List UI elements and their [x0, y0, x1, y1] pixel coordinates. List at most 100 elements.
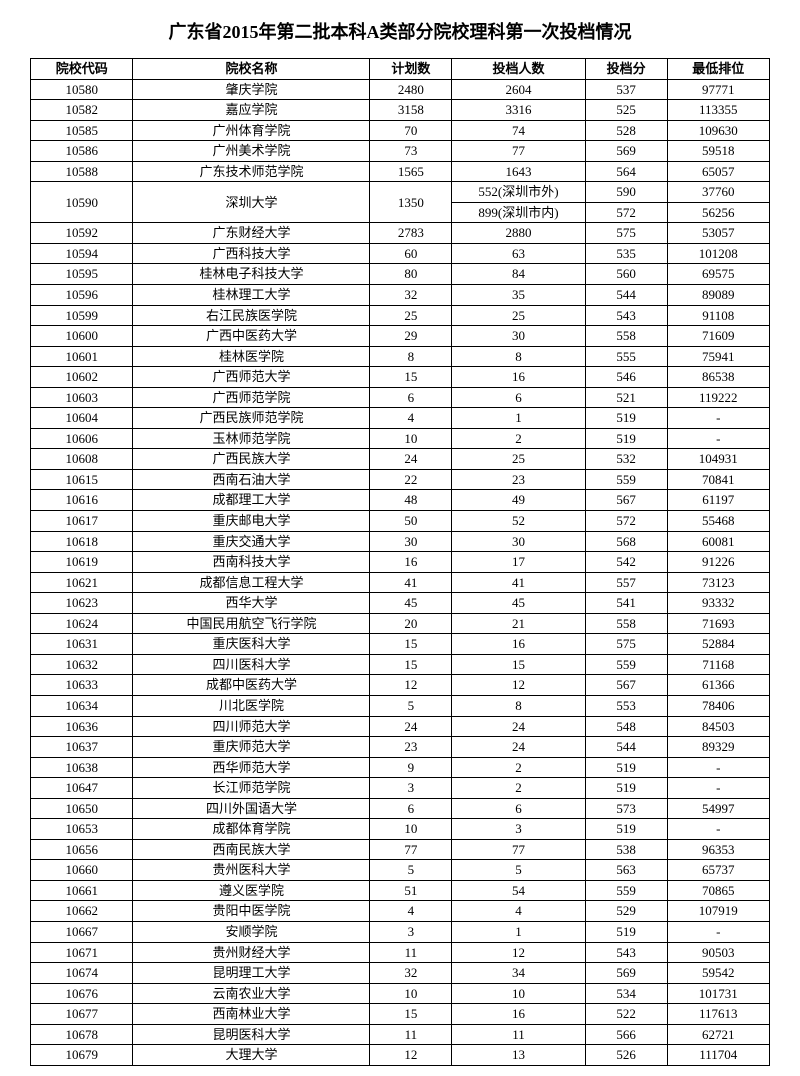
cell-score: 522: [585, 1004, 667, 1025]
cell-code: 10671: [31, 942, 133, 963]
cell-rank: 65057: [667, 161, 769, 182]
cell-code: 10679: [31, 1045, 133, 1066]
table-row: 10595桂林电子科技大学808456069575: [31, 264, 770, 285]
cell-code: 10678: [31, 1024, 133, 1045]
cell-cast: 77: [452, 839, 586, 860]
cell-plan: 20: [370, 613, 452, 634]
cell-plan: 77: [370, 839, 452, 860]
cell-code: 10599: [31, 305, 133, 326]
cell-cast: 899(深圳市内): [452, 202, 586, 223]
cell-name: 四川外国语大学: [133, 798, 370, 819]
cell-cast: 16: [452, 367, 586, 388]
cell-score: 543: [585, 305, 667, 326]
cell-name: 重庆师范大学: [133, 737, 370, 758]
cell-plan: 10: [370, 983, 452, 1004]
table-row: 10634川北医学院5855378406: [31, 695, 770, 716]
cell-code: 10676: [31, 983, 133, 1004]
cell-score: 546: [585, 367, 667, 388]
cell-plan: 15: [370, 367, 452, 388]
cell-code: 10636: [31, 716, 133, 737]
cell-cast: 84: [452, 264, 586, 285]
cell-name: 广西民族师范学院: [133, 408, 370, 429]
cell-name: 西南科技大学: [133, 552, 370, 573]
cell-plan: 51: [370, 880, 452, 901]
cell-name: 重庆交通大学: [133, 531, 370, 552]
cell-score: 557: [585, 572, 667, 593]
cell-rank: 62721: [667, 1024, 769, 1045]
table-row: 10590深圳大学1350552(深圳市外)59037760: [31, 182, 770, 203]
cell-code: 10667: [31, 921, 133, 942]
cell-code: 10623: [31, 593, 133, 614]
table-row: 10618重庆交通大学303056860081: [31, 531, 770, 552]
cell-cast: 13: [452, 1045, 586, 1066]
table-row: 10633成都中医药大学121256761366: [31, 675, 770, 696]
table-row: 10582嘉应学院31583316525113355: [31, 100, 770, 121]
table-row: 10592广东财经大学2783288057553057: [31, 223, 770, 244]
cell-cast: 25: [452, 449, 586, 470]
cell-rank: 70865: [667, 880, 769, 901]
cell-rank: 54997: [667, 798, 769, 819]
cell-plan: 23: [370, 737, 452, 758]
cell-cast: 11: [452, 1024, 586, 1045]
cell-plan: 4: [370, 408, 452, 429]
cell-cast: 16: [452, 634, 586, 655]
cell-plan: 3: [370, 778, 452, 799]
cell-plan: 12: [370, 1045, 452, 1066]
cell-cast: 2: [452, 757, 586, 778]
header-score: 投档分: [585, 59, 667, 80]
cell-plan: 45: [370, 593, 452, 614]
cell-score: 569: [585, 963, 667, 984]
cell-cast: 30: [452, 326, 586, 347]
cell-plan: 32: [370, 285, 452, 306]
cell-score: 521: [585, 387, 667, 408]
table-row: 10596桂林理工大学323554489089: [31, 285, 770, 306]
cell-score: 519: [585, 408, 667, 429]
table-row: 10650四川外国语大学6657354997: [31, 798, 770, 819]
header-row: 院校代码 院校名称 计划数 投档人数 投档分 最低排位: [31, 59, 770, 80]
cell-score: 526: [585, 1045, 667, 1066]
cell-code: 10582: [31, 100, 133, 121]
cell-name: 广东财经大学: [133, 223, 370, 244]
cell-plan: 2783: [370, 223, 452, 244]
cell-cast: 45: [452, 593, 586, 614]
cell-rank: 117613: [667, 1004, 769, 1025]
cell-name: 四川医科大学: [133, 654, 370, 675]
table-row: 10580肇庆学院2480260453797771: [31, 79, 770, 100]
cell-plan: 6: [370, 798, 452, 819]
cell-plan: 22: [370, 469, 452, 490]
cell-score: 528: [585, 120, 667, 141]
cell-rank: -: [667, 757, 769, 778]
cell-cast: 12: [452, 942, 586, 963]
cell-name: 嘉应学院: [133, 100, 370, 121]
table-row: 10679大理大学1213526111704: [31, 1045, 770, 1066]
table-row: 10636四川师范大学242454884503: [31, 716, 770, 737]
cell-cast: 49: [452, 490, 586, 511]
cell-plan: 24: [370, 449, 452, 470]
cell-cast: 5: [452, 860, 586, 881]
cell-code: 10662: [31, 901, 133, 922]
cell-cast: 30: [452, 531, 586, 552]
table-row: 10623西华大学454554193332: [31, 593, 770, 614]
cell-code: 10594: [31, 243, 133, 264]
cell-name: 川北医学院: [133, 695, 370, 716]
table-row: 10656西南民族大学777753896353: [31, 839, 770, 860]
cell-code: 10603: [31, 387, 133, 408]
cell-code: 10650: [31, 798, 133, 819]
cell-plan: 3158: [370, 100, 452, 121]
cell-code: 10624: [31, 613, 133, 634]
cell-name: 广西科技大学: [133, 243, 370, 264]
cell-name: 西华大学: [133, 593, 370, 614]
cell-cast: 2: [452, 428, 586, 449]
table-row: 10677西南林业大学1516522117613: [31, 1004, 770, 1025]
cell-code: 10592: [31, 223, 133, 244]
cell-code: 10677: [31, 1004, 133, 1025]
cell-plan: 60: [370, 243, 452, 264]
cell-plan: 32: [370, 963, 452, 984]
cell-plan: 3: [370, 921, 452, 942]
cell-plan: 50: [370, 511, 452, 532]
cell-plan: 80: [370, 264, 452, 285]
cell-rank: 96353: [667, 839, 769, 860]
cell-code: 10602: [31, 367, 133, 388]
cell-score: 529: [585, 901, 667, 922]
table-row: 10606玉林师范学院102519-: [31, 428, 770, 449]
